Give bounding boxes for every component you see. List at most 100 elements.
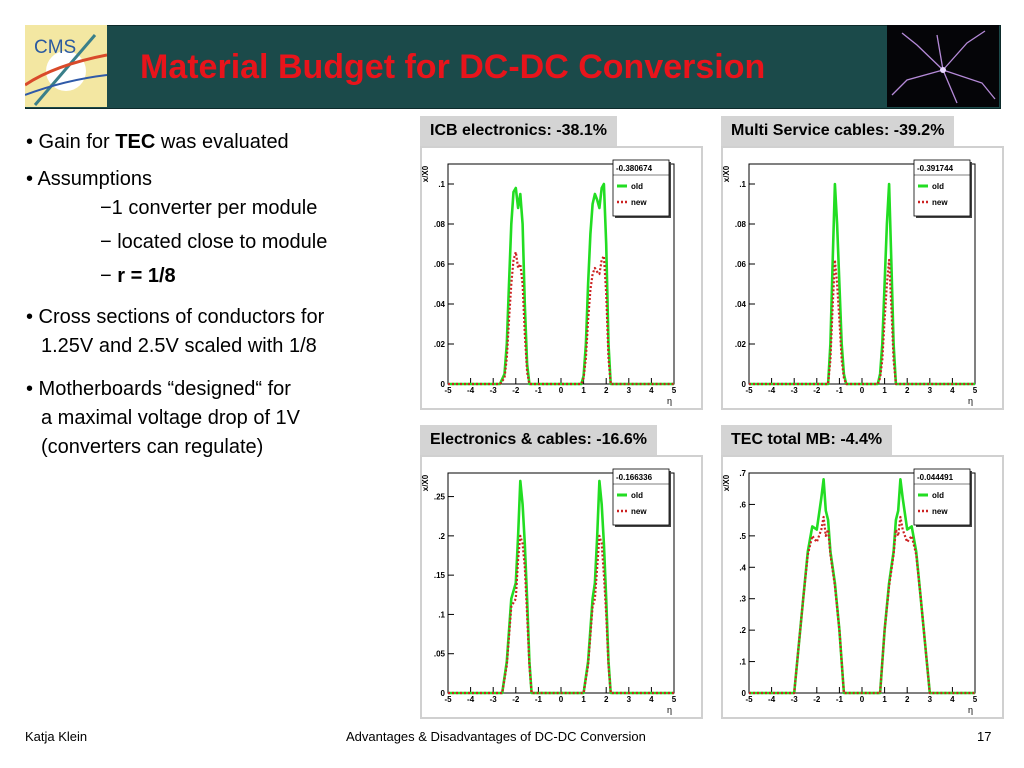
page-number: 17 (977, 729, 992, 744)
x-tick-label: 1 (581, 386, 586, 395)
footer-author: Katja Klein (25, 729, 88, 744)
x-tick-label: -3 (490, 386, 498, 395)
y-tick-label: .6 (739, 500, 746, 509)
x-tick-label: -3 (490, 695, 498, 704)
bullet-text: • Gain for (26, 131, 116, 153)
chart-tec-total: 0 .1 .2 .3 .4 .5 .6 .7 -5 -4 -3 -2 -1 0 1 2 3 4 5η x/X0 -0.0… (721, 455, 1004, 719)
y-tick-label: .02 (735, 340, 747, 349)
bullet-text: was evaluated (155, 131, 289, 153)
x-tick-label: -4 (768, 695, 776, 704)
x-tick-label: -4 (467, 695, 475, 704)
x-tick-label: 5 (973, 386, 978, 395)
x-tick-label: 3 (928, 386, 933, 395)
bullet-motherboards: • Motherboards “designed“ for (26, 378, 291, 400)
legend-old-label: old (631, 491, 643, 500)
legend-new-label: new (932, 198, 948, 207)
y-tick-label: .02 (434, 340, 446, 349)
lightning-photo (887, 25, 999, 107)
x-tick-label: 5 (973, 695, 978, 704)
y-tick-label: .2 (739, 626, 746, 635)
y-tick-label: .04 (434, 300, 446, 309)
x-axis-label: η (667, 705, 672, 715)
legend-old-label: old (631, 182, 643, 191)
x-tick-label: 2 (905, 695, 910, 704)
x-tick-label: -3 (791, 386, 799, 395)
y-tick-label: .05 (434, 650, 446, 659)
x-tick-label: 2 (604, 386, 609, 395)
y-tick-label: .15 (434, 571, 446, 580)
y-tick-label: .1 (438, 610, 445, 619)
y-tick-label: .08 (735, 220, 747, 229)
x-axis-label: η (667, 396, 672, 406)
x-tick-label: -4 (768, 386, 776, 395)
x-tick-label: -1 (836, 695, 844, 704)
series-line-new (749, 515, 975, 695)
y-tick-label: .25 (434, 493, 446, 502)
legend-old-label: old (932, 491, 944, 500)
bullet-motherboards-line2: a maximal voltage drop of 1V (41, 407, 301, 429)
x-tick-label: -2 (512, 695, 520, 704)
y-axis-label: x/X0 (722, 165, 731, 182)
cms-logo: CMS (25, 25, 107, 107)
title-banner (25, 25, 1001, 109)
x-tick-label: 0 (559, 695, 564, 704)
chart-electronics-cables: 0 .05 .1 .15 .2 .25 -5 -4 -3 -2 -1 0 1 2 3 4 5η x/X0 -0.16… (420, 455, 703, 719)
x-tick-label: 0 (860, 386, 865, 395)
legend-title: -0.380674 (616, 164, 653, 173)
x-tick-label: 0 (559, 386, 564, 395)
legend-box (913, 159, 971, 217)
x-tick-label: 1 (882, 386, 887, 395)
x-tick-label: -1 (535, 386, 543, 395)
y-axis-label: x/X0 (722, 474, 731, 491)
x-tick-label: 1 (581, 695, 586, 704)
y-axis-label: x/X0 (421, 165, 430, 182)
logo-text: CMS (34, 37, 76, 58)
y-axis-label: x/X0 (421, 474, 430, 491)
legend-title: -0.391744 (917, 164, 954, 173)
bullet-gain: • Gain for TEC was evaluated (26, 128, 416, 157)
x-tick-label: 4 (950, 386, 955, 395)
x-tick-label: 4 (649, 695, 654, 704)
y-tick-label: .2 (438, 532, 445, 541)
legend-box (612, 159, 670, 217)
bullet-cross-sections-line2: 1.25V and 2.5V scaled with 1/8 (41, 335, 317, 357)
panel-label-icb: ICB electronics: -38.1% (420, 116, 617, 146)
y-tick-label: 0 (441, 380, 446, 389)
x-tick-label: 4 (950, 695, 955, 704)
x-tick-label: 3 (928, 695, 933, 704)
x-tick-label: -2 (813, 386, 821, 395)
slide-title: Material Budget for DC-DC Conversion (140, 48, 766, 86)
x-tick-label: -5 (444, 695, 452, 704)
y-tick-label: 0 (742, 380, 747, 389)
legend-title: -0.044491 (917, 473, 954, 482)
panel-label-tec-total: TEC total MB: -4.4% (721, 425, 893, 455)
x-tick-label: -1 (836, 386, 844, 395)
x-tick-label: -5 (444, 386, 452, 395)
bullet-motherboards-line3: (converters can regulate) (41, 436, 264, 458)
series-line-new (749, 258, 975, 386)
y-tick-label: .08 (434, 220, 446, 229)
x-tick-label: -1 (535, 695, 543, 704)
x-tick-label: 4 (649, 386, 654, 395)
x-tick-label: 3 (627, 386, 632, 395)
panel-label-multi-service: Multi Service cables: -39.2% (721, 116, 955, 146)
y-tick-label: .7 (739, 469, 746, 478)
bullet-cross-sections: • Cross sections of conductors for (26, 306, 325, 328)
series-line-new (448, 534, 674, 695)
x-tick-label: -4 (467, 386, 475, 395)
bullet-bold-text: r = 1/8 (117, 265, 176, 287)
y-tick-label: .1 (739, 658, 746, 667)
legend-box (913, 468, 971, 526)
series-line-old (448, 182, 674, 386)
y-tick-label: 0 (742, 689, 747, 698)
sub-bullet-location: − located close to module (100, 231, 328, 253)
x-tick-label: 0 (860, 695, 865, 704)
y-tick-label: .5 (739, 532, 746, 541)
legend-new-label: new (631, 507, 647, 516)
y-tick-label: .1 (739, 180, 746, 189)
x-tick-label: 3 (627, 695, 632, 704)
sub-bullet-converter: −1 converter per module (100, 197, 318, 219)
x-axis-label: η (968, 705, 973, 715)
bullet-list: • Gain for TEC was evaluated • Assumptio… (26, 128, 416, 462)
legend-box (612, 468, 670, 526)
